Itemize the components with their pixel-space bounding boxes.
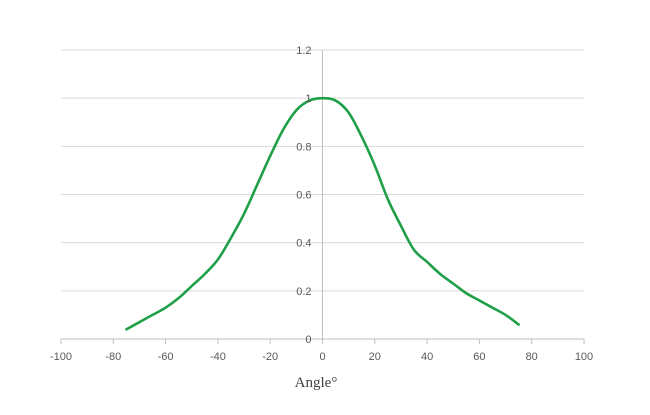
data-point <box>151 314 153 316</box>
x-tick-label: -20 <box>262 351 278 363</box>
data-point <box>504 314 506 316</box>
data-point <box>400 225 402 227</box>
data-point <box>295 109 297 111</box>
x-tick-label: -100 <box>50 351 72 363</box>
data-point <box>204 273 206 275</box>
x-tick-label: 40 <box>421 351 433 363</box>
data-point <box>439 273 441 275</box>
y-tick-label: 0.6 <box>296 190 311 202</box>
x-tick-label: 0 <box>319 351 325 363</box>
x-tick-label: 20 <box>369 351 381 363</box>
x-tick-label: 60 <box>473 351 485 363</box>
data-point <box>164 306 166 308</box>
x-tick-label: -80 <box>105 351 121 363</box>
data-point <box>334 99 336 101</box>
data-point <box>347 111 349 113</box>
y-tick-label: 1 <box>305 93 311 105</box>
y-tick-label: 0 <box>305 334 311 346</box>
y-tick-label: 0.2 <box>296 286 311 298</box>
series-layer <box>125 96 520 331</box>
y-tick-labels: 0 0.2 0.4 0.6 0.8 1 1.2 <box>296 45 311 346</box>
data-point <box>269 155 271 157</box>
data-point <box>230 237 232 239</box>
data-point <box>452 282 454 284</box>
x-tick-label: -60 <box>158 351 174 363</box>
x-tick-label: 80 <box>526 351 538 363</box>
x-tick-label: 100 <box>575 351 593 363</box>
x-tick-label: -40 <box>210 351 226 363</box>
data-point <box>465 292 467 294</box>
data-point <box>413 249 415 251</box>
y-tick-label: 0.8 <box>296 141 311 153</box>
series-line-0 <box>125 96 520 331</box>
x-axis-title: Angle° <box>295 375 338 391</box>
data-point <box>387 198 389 200</box>
data-point <box>426 261 428 263</box>
axes <box>60 50 585 344</box>
data-point <box>282 128 284 130</box>
y-tick-label: 0.4 <box>296 238 311 250</box>
data-point <box>374 164 376 166</box>
data-point <box>243 213 245 215</box>
data-point <box>138 321 140 323</box>
data-point <box>321 97 323 99</box>
data-point <box>191 285 193 287</box>
data-point <box>491 306 493 308</box>
data-point <box>478 299 480 301</box>
data-point <box>256 184 258 186</box>
x-tick-labels: -100 -80 -60 -40 -20 0 20 40 60 80 100 <box>50 351 593 363</box>
data-point <box>517 323 519 325</box>
data-point <box>177 297 179 299</box>
data-point <box>217 258 219 260</box>
data-point <box>361 136 363 138</box>
data-point <box>125 328 127 330</box>
y-tick-label: 1.2 <box>296 45 311 57</box>
